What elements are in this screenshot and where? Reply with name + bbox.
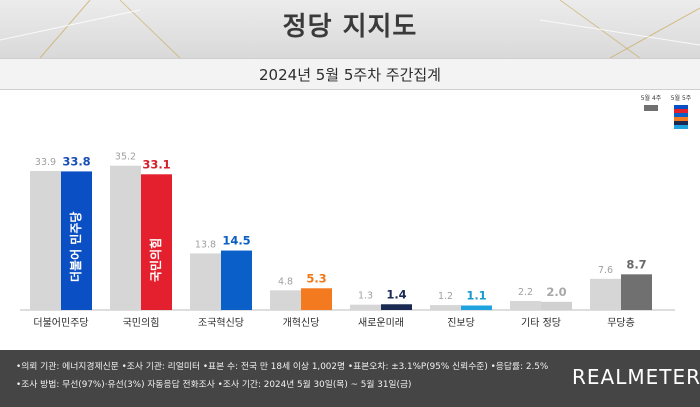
header-decoration — [0, 0, 700, 58]
tick-label-1: 국민의힘 — [123, 317, 160, 329]
legend-prev-label: 5월 4주 — [641, 94, 662, 102]
bar-curr-0 — [61, 171, 92, 310]
data-label-prev-2: 13.8 — [195, 239, 216, 250]
tick-label-7: 무당층 — [607, 317, 635, 329]
party-logo-0: 더불어 민주당 — [68, 212, 83, 282]
legend-curr-swatch-5 — [674, 125, 688, 129]
data-label-curr-3: 5.3 — [306, 271, 326, 285]
bar-prev-3 — [270, 290, 301, 310]
bar-prev-6 — [510, 300, 541, 310]
data-label-curr-2: 14.5 — [222, 234, 250, 248]
data-label-curr-7: 8.7 — [626, 257, 646, 271]
legend-curr-swatch-1 — [674, 109, 688, 113]
legend-curr-swatch-3 — [674, 117, 688, 121]
bar-curr-5 — [461, 305, 492, 310]
bar-prev-7 — [590, 278, 621, 310]
bar-prev-5 — [430, 305, 461, 310]
bar-curr-1 — [141, 174, 172, 310]
brand-logo: REALMETER — [572, 365, 700, 389]
bar-prev-4 — [350, 304, 381, 310]
bar-curr-4 — [381, 304, 412, 310]
data-label-prev-6: 2.2 — [518, 287, 533, 298]
tick-label-4: 새로운미래 — [358, 317, 404, 329]
footer-note-1: •의뢰 기관: 에너지경제신문 •조사 기관: 리얼미터 •표본 수: 전국 만… — [16, 362, 549, 372]
data-label-prev-4: 1.3 — [358, 291, 373, 302]
legend-curr-swatch-0 — [674, 105, 688, 109]
bar-prev-1 — [110, 165, 141, 310]
header-band: 정당 지지도 — [0, 0, 700, 58]
bar-prev-2 — [190, 253, 221, 310]
data-label-curr-6: 2.0 — [546, 285, 566, 299]
tick-label-0: 더불어민주당 — [33, 317, 88, 329]
data-label-curr-1: 33.1 — [142, 157, 170, 171]
data-label-curr-0: 33.8 — [62, 154, 90, 168]
bar-curr-7 — [621, 274, 652, 310]
data-label-curr-4: 1.4 — [386, 287, 406, 301]
tick-label-5: 진보당 — [447, 317, 475, 329]
tick-label-6: 기타 정당 — [521, 317, 561, 329]
bar-curr-6 — [541, 301, 572, 310]
page-title: 정당 지지도 — [282, 12, 418, 42]
subtitle-band — [0, 58, 700, 90]
bar-chart: 33.9 33.8 더불어민주당 35.2 33.1 국민의힘 13.8 14.5 조국혁신당 4… — [20, 94, 692, 329]
bar-prev-0 — [30, 171, 61, 310]
footer-note-2: •조사 방법: 무선(97%)·유선(3%) 자동응답 전화조사 •조사 기간:… — [16, 380, 412, 390]
data-label-prev-3: 4.8 — [278, 276, 293, 287]
legend-curr-swatch-4 — [674, 121, 688, 125]
legend-prev-swatch — [644, 105, 658, 111]
bar-curr-3 — [301, 288, 332, 310]
tick-label-2: 조국혁신당 — [198, 317, 244, 329]
data-label-prev-0: 33.9 — [35, 157, 56, 168]
data-label-prev-1: 35.2 — [115, 152, 136, 163]
tick-label-3: 개혁신당 — [283, 317, 320, 329]
data-label-prev-5: 1.2 — [438, 291, 453, 302]
data-label-curr-5: 1.1 — [466, 288, 486, 302]
footer-band — [0, 350, 700, 407]
bar-curr-2 — [221, 250, 252, 310]
data-label-prev-7: 7.6 — [598, 265, 613, 276]
page-subtitle: 2024년 5월 5주차 주간집계 — [259, 66, 441, 84]
legend-curr-swatch-2 — [674, 113, 688, 117]
legend-curr-label: 5월 5주 — [671, 94, 692, 102]
party-logo-1: 국민의힘 — [148, 238, 163, 282]
